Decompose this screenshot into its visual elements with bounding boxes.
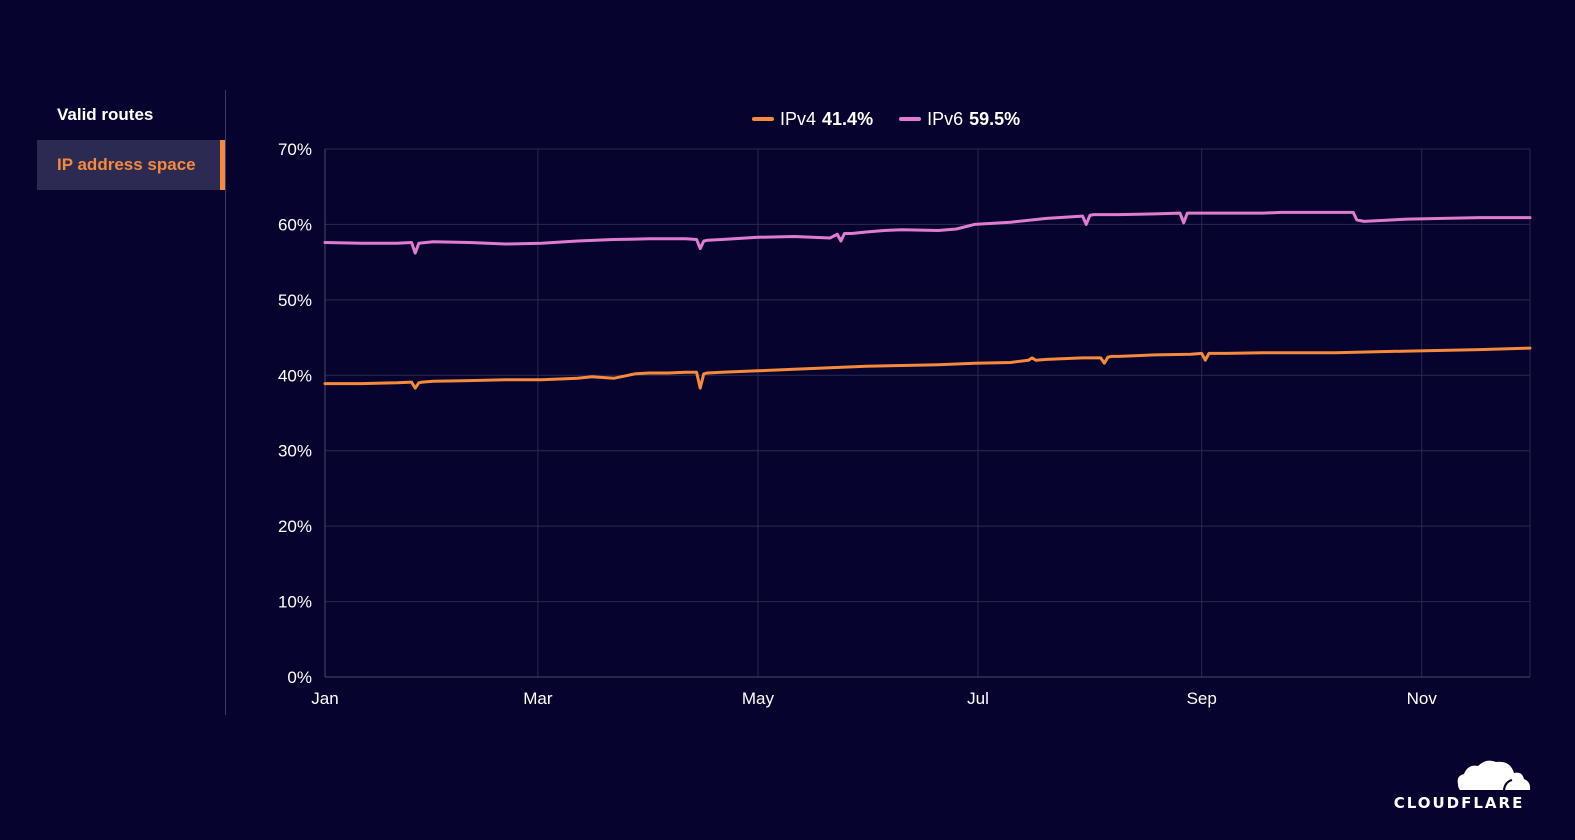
x-tick-label: Jul [967,689,989,708]
tab-ip-address-space-label: IP address space [57,155,196,174]
y-tick-label: 70% [278,140,312,159]
y-tick-label: 50% [278,291,312,310]
y-tick-label: 10% [278,593,312,612]
series-line-ipv6 [323,210,1532,255]
series-line-ipv4 [323,346,1532,390]
chart-tab-sidebar: Valid routes IP address space [0,90,226,715]
y-tick-label: 30% [278,442,312,461]
y-tick-label: 0% [287,668,312,687]
x-tick-label: Sep [1187,689,1217,708]
legend-swatch-ipv6 [899,117,922,121]
x-tick-label: May [742,689,775,708]
legend-value-ipv4: 41.4% [822,108,874,129]
y-tick-label: 20% [278,517,312,536]
legend-value-ipv6: 59.5% [969,108,1021,129]
legend-name-ipv4: IPv4 [780,108,817,129]
chart-series [323,210,1532,390]
chart-grid [324,148,1531,678]
x-tick-label: Nov [1407,689,1438,708]
logo-text: CLOUDFLARE [1393,794,1525,812]
tab-valid-routes-label: Valid routes [57,105,154,124]
legend-name-ipv6: IPv6 [927,108,964,129]
tab-valid-routes[interactable]: Valid routes [37,90,224,140]
y-tick-label: 60% [278,215,312,234]
y-axis-ticks: 0% 10% 20% 30% 40% 50% 60% 70% [278,140,312,687]
line-chart: 0% 10% 20% 30% 40% 50% 60% 70% Jan Mar May Jul Sep N… [278,140,1532,708]
y-tick-label: 40% [278,366,312,385]
chart-legend: IPv4 41.4% IPv6 59.5% [752,106,1020,132]
cloudflare-logo: CLOUDFLARE [1384,756,1534,812]
x-axis-ticks: Jan Mar May Jul Sep Nov [311,689,1437,708]
legend-item-ipv4[interactable]: IPv4 41.4% [752,109,873,130]
cloud-icon [1457,760,1531,791]
x-tick-label: Mar [523,689,553,708]
x-tick-label: Jan [311,689,338,708]
tab-ip-address-space[interactable]: IP address space [37,140,225,190]
legend-swatch-ipv4 [752,117,774,121]
legend-item-ipv6[interactable]: IPv6 59.5% [899,109,1020,130]
